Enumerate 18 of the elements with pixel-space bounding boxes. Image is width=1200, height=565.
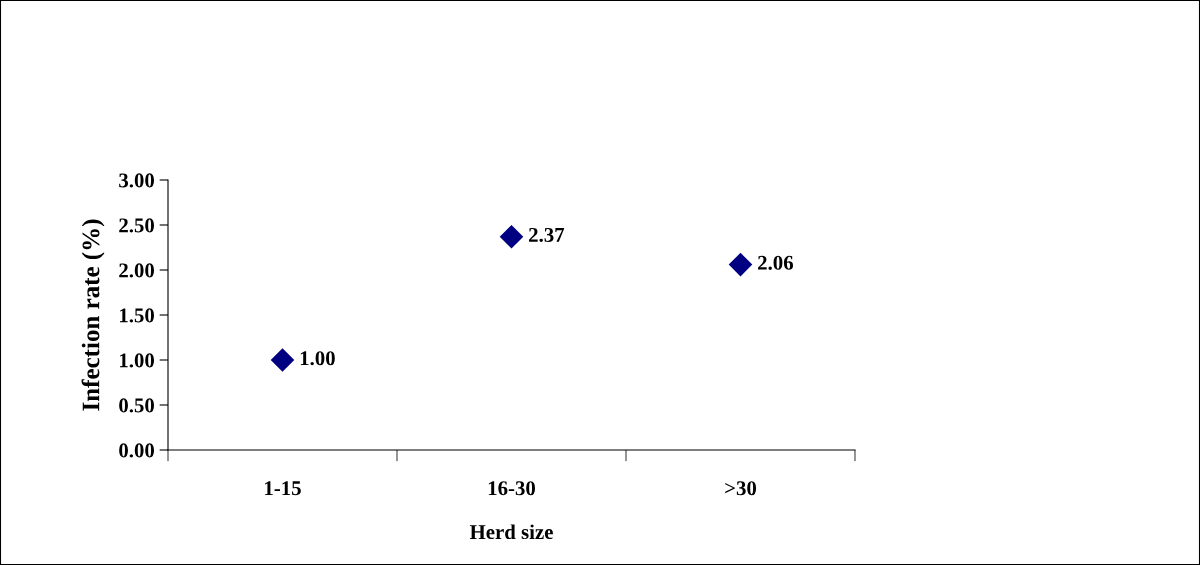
y-tick-label: 3.00 [119, 173, 155, 188]
y-tick-label: 1.00 [120, 353, 155, 368]
data-label: 1.00 [300, 351, 335, 366]
x-tick-label: 1-15 [265, 481, 301, 496]
point [271, 348, 294, 372]
y-tick-label: 2.50 [119, 218, 155, 233]
x-axis-title: Herd size [469, 524, 553, 540]
y-tick-label: 0.50 [119, 398, 155, 413]
y-axis-title: Infection rate (%) [81, 219, 105, 411]
point [500, 225, 523, 249]
y-tick-label: 1.50 [120, 308, 155, 323]
x-tick-label: >30 [725, 481, 757, 496]
y-tick-label: 0.00 [119, 443, 155, 458]
data-label: 2.37 [529, 227, 565, 243]
data-label: 2.06 [758, 255, 794, 270]
y-tick-label: 2.00 [119, 263, 155, 278]
point [729, 253, 752, 277]
x-tick-label: 16-30 [488, 481, 536, 496]
